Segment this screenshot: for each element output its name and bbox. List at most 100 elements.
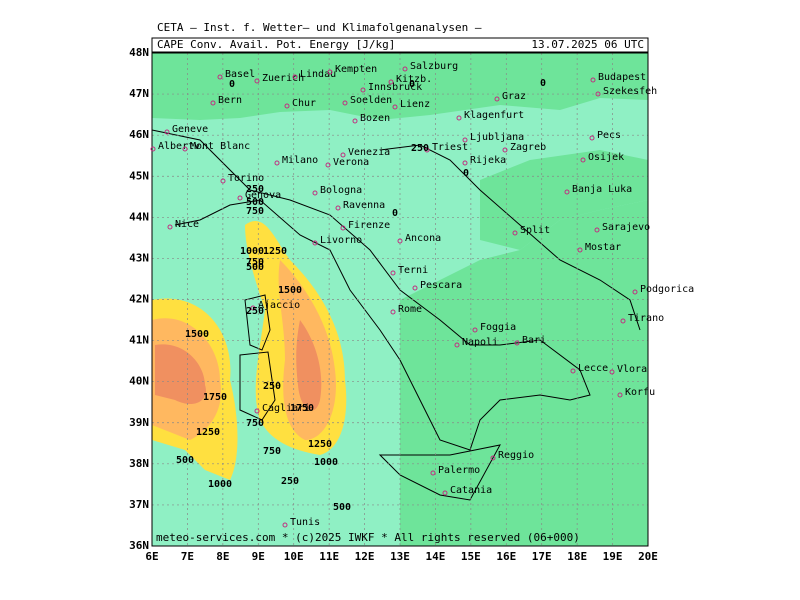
lat-label: 45N: [129, 169, 149, 182]
city-marker: [617, 392, 623, 398]
city-label: Bologna: [320, 185, 362, 196]
city-marker: [390, 309, 396, 315]
city-marker: [590, 77, 596, 83]
city-marker: [254, 408, 260, 414]
contour-label: 750: [246, 257, 264, 268]
contour-label: 250: [281, 476, 299, 487]
city-label: Lienz: [400, 99, 430, 110]
lat-label: 44N: [129, 210, 149, 223]
map-frame: [151, 52, 649, 547]
lon-label: 18E: [567, 550, 587, 563]
city-marker: [335, 205, 341, 211]
city-label: Rijeka: [470, 155, 506, 166]
city-label: Mostar: [585, 242, 621, 253]
city-marker: [456, 115, 462, 121]
city-marker: [274, 160, 280, 166]
city-marker: [564, 189, 570, 195]
contour-label: 750: [246, 206, 264, 217]
lon-label: 7E: [181, 550, 194, 563]
city-label: Basel: [225, 69, 255, 80]
field-name: CAPE Conv. Avail. Pot. Energy [J/kg]: [157, 38, 395, 51]
lat-label: 47N: [129, 87, 149, 100]
city-marker: [589, 135, 595, 141]
city-marker: [490, 455, 496, 461]
lon-label: 16E: [496, 550, 516, 563]
city-label: Triest: [432, 142, 468, 153]
city-marker: [442, 490, 448, 496]
city-label: Terni: [398, 265, 428, 276]
city-label: Firenze: [348, 220, 390, 231]
city-label: Genova: [245, 190, 281, 201]
city-label: Bern: [218, 95, 242, 106]
city-marker: [237, 195, 243, 201]
contour-label: 0: [463, 168, 469, 179]
city-marker: [182, 146, 188, 152]
lon-label: 13E: [390, 550, 410, 563]
city-marker: [609, 369, 615, 375]
header-title: CETA — Inst. f. Wetter— und Klimafolgena…: [157, 21, 482, 34]
city-marker: [325, 162, 331, 168]
city-label: Budapest: [598, 72, 646, 83]
city-marker: [327, 69, 333, 75]
city-marker: [402, 66, 408, 72]
city-marker: [412, 285, 418, 291]
city-label: Zuerich: [262, 73, 304, 84]
lat-label: 48N: [129, 46, 149, 59]
contour-label: 0: [229, 79, 235, 90]
city-label: Korfu: [625, 387, 655, 398]
contour-label: 500: [333, 502, 351, 513]
city-label: Nice: [175, 219, 199, 230]
city-label: Torino: [228, 173, 264, 184]
city-label: Chur: [292, 98, 316, 109]
contour-label: 250: [246, 306, 264, 317]
city-label: Split: [520, 225, 550, 236]
city-label: Verona: [333, 157, 369, 168]
city-label: Klagenfurt: [464, 110, 524, 121]
contour-label: 750: [246, 418, 264, 429]
city-label: Rome: [398, 304, 422, 315]
city-marker: [282, 522, 288, 528]
city-marker: [392, 104, 398, 110]
city-marker: [342, 100, 348, 106]
city-marker: [397, 238, 403, 244]
lon-label: 14E: [425, 550, 445, 563]
city-label: Bari: [522, 335, 546, 346]
city-label: Reggio: [498, 450, 534, 461]
city-label: Kitzb.: [396, 74, 432, 85]
city-label: Livorno: [320, 235, 362, 246]
city-label: Cagliari: [262, 403, 310, 414]
contour-label: 0: [540, 78, 546, 89]
cape-1750: [155, 344, 206, 405]
city-marker: [594, 227, 600, 233]
city-marker: [494, 96, 500, 102]
lat-label: 37N: [129, 498, 149, 511]
balkan-region: [480, 150, 648, 250]
city-marker: [424, 147, 430, 153]
lat-label: 40N: [129, 375, 149, 388]
map-area: [151, 52, 649, 547]
lon-label: 15E: [461, 550, 481, 563]
city-label: Bozen: [360, 113, 390, 124]
city-marker: [284, 103, 290, 109]
city-marker: [430, 470, 436, 476]
city-label: Lindau: [300, 69, 336, 80]
city-marker: [340, 152, 346, 158]
city-label: Lecce: [578, 363, 608, 374]
city-label: Milano: [282, 155, 318, 166]
city-label: Ravenna: [343, 200, 385, 211]
city-marker: [254, 78, 260, 84]
city-marker: [577, 247, 583, 253]
lon-label: 12E: [355, 550, 375, 563]
contour-label: 500: [176, 455, 194, 466]
city-marker: [462, 160, 468, 166]
lon-label: 20E: [638, 550, 658, 563]
city-marker: [570, 368, 576, 374]
lat-label: 36N: [129, 539, 149, 552]
city-marker: [340, 225, 346, 231]
footer: meteo-services.com * (c)2025 IWKF * All …: [156, 531, 580, 544]
city-marker: [388, 79, 394, 85]
city-marker: [312, 240, 318, 246]
city-label: Catania: [450, 485, 492, 496]
